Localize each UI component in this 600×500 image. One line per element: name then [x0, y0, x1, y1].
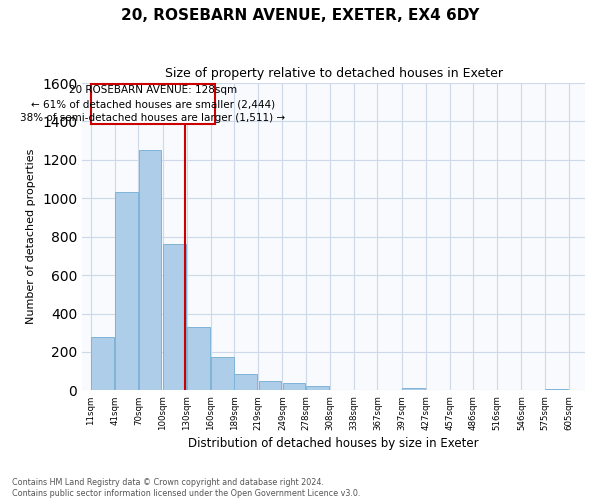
Text: Contains HM Land Registry data © Crown copyright and database right 2024.
Contai: Contains HM Land Registry data © Crown c…: [12, 478, 361, 498]
Bar: [402, 388, 425, 390]
X-axis label: Distribution of detached houses by size in Exeter: Distribution of detached houses by size …: [188, 437, 479, 450]
Y-axis label: Number of detached properties: Number of detached properties: [26, 149, 37, 324]
Text: 20, ROSEBARN AVENUE, EXETER, EX4 6DY: 20, ROSEBARN AVENUE, EXETER, EX4 6DY: [121, 8, 479, 22]
Bar: [235, 374, 257, 390]
Bar: [211, 356, 234, 390]
Bar: [283, 383, 305, 390]
Bar: [139, 150, 161, 390]
Bar: [306, 386, 329, 390]
Bar: [115, 192, 138, 390]
Bar: [259, 380, 281, 390]
Bar: [91, 336, 114, 390]
Text: 20 ROSEBARN AVENUE: 128sqm
← 61% of detached houses are smaller (2,444)
38% of s: 20 ROSEBARN AVENUE: 128sqm ← 61% of deta…: [20, 85, 286, 123]
Bar: [163, 244, 185, 390]
Bar: [187, 327, 210, 390]
FancyBboxPatch shape: [91, 84, 215, 124]
Title: Size of property relative to detached houses in Exeter: Size of property relative to detached ho…: [164, 68, 503, 80]
